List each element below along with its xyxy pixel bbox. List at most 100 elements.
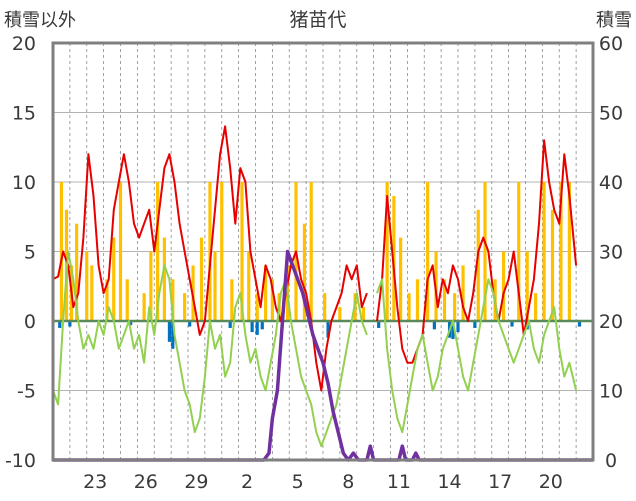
precip-bars [58, 182, 582, 349]
x-ticks: 23 26 29 2 5 8 11 14 17 20 [83, 471, 563, 493]
negative-bar [171, 321, 175, 349]
precip-bar [534, 293, 538, 321]
negative-bar [510, 321, 514, 327]
negative-bar [167, 321, 172, 342]
negative-bar [451, 321, 455, 340]
precip-bar [183, 293, 187, 321]
negative-bar [456, 321, 460, 333]
precip-bar [461, 265, 465, 321]
precip-bar [442, 279, 447, 321]
negative-bar [473, 321, 477, 328]
precip-bar [270, 279, 274, 321]
x-tick-label: 14 [437, 471, 461, 493]
y-tick-left: 20 [12, 33, 36, 55]
max_temp-line [52, 125, 578, 392]
y-tick-left: 10 [12, 172, 36, 194]
negative-bar [250, 321, 254, 333]
precip-bar [156, 182, 160, 321]
x-tick-label: 11 [387, 471, 411, 493]
y-tick-right: 40 [599, 172, 623, 194]
left-axis-title: 積雪以外 [4, 10, 76, 31]
precip-bar [542, 182, 546, 321]
precip-bar [118, 182, 123, 321]
negative-bar [68, 321, 72, 327]
precip-bar [407, 293, 411, 321]
precip-bar [309, 182, 313, 321]
precip-bar [199, 237, 204, 321]
negative-bar [129, 321, 133, 326]
precip-bar [399, 237, 403, 321]
precip-bar [517, 182, 521, 321]
precip-bar [264, 265, 268, 321]
precip-bar [323, 293, 327, 321]
y-tick-right: 60 [599, 33, 623, 55]
precip-bar [149, 251, 153, 321]
x-tick-label: 20 [539, 471, 563, 493]
snow_depth-line [53, 249, 593, 462]
precip-bar [415, 279, 420, 321]
precip-bar [385, 182, 389, 321]
negative-bar [188, 321, 192, 327]
precip-bar [567, 182, 571, 321]
negative-bar [326, 321, 330, 338]
y-tick-left: 15 [12, 103, 36, 125]
precip-bar [338, 307, 342, 321]
precip-bar [302, 223, 307, 321]
precip-bar [483, 182, 487, 321]
precip-bar [85, 251, 89, 321]
precip-bar [142, 293, 146, 321]
precip-bar [59, 182, 64, 321]
precip-bar [501, 251, 506, 321]
negative-bar [377, 321, 381, 328]
right-axis-title: 積雪 [596, 10, 632, 31]
negative-bar [58, 321, 62, 328]
precip-bar [550, 209, 555, 321]
precip-bar [162, 237, 166, 321]
precip-bar [112, 237, 116, 321]
precip-bar [392, 195, 396, 321]
precip-bar [559, 182, 563, 321]
x-tick-label: 2 [241, 471, 253, 493]
precip-bar [171, 279, 175, 321]
x-tick-label: 17 [488, 471, 512, 493]
negative-bar [577, 321, 582, 327]
precip-bar [361, 307, 366, 321]
y-tick-left: 5 [24, 242, 36, 264]
precip-bar [525, 251, 529, 321]
precip-bar [255, 293, 259, 321]
negative-bar [432, 321, 436, 330]
y-tick-right: 30 [599, 242, 623, 264]
precip-bar [213, 251, 217, 321]
x-tick-label: 5 [292, 471, 304, 493]
series-lines [52, 125, 593, 462]
precip-bar [90, 265, 94, 321]
negative-bar [255, 321, 259, 335]
precip-bar [75, 223, 79, 321]
min_temp-line [52, 250, 578, 448]
left-y-ticks: 20 15 10 5 0 -5 -10 [5, 33, 36, 472]
precip-bar [426, 182, 430, 321]
precip-bar [240, 182, 244, 321]
y-tick-left: 0 [24, 311, 36, 333]
precip-bar [453, 293, 457, 321]
x-tick-label: 26 [134, 471, 158, 493]
precip-bar [208, 182, 212, 321]
x-tick-label: 8 [342, 471, 354, 493]
precip-bar [125, 279, 129, 321]
precip-bar [220, 182, 224, 321]
x-tick-label: 23 [83, 471, 107, 493]
y-tick-left: -5 [17, 381, 36, 403]
negative-bar [228, 321, 232, 328]
y-tick-right: 50 [599, 103, 623, 125]
precip-bar [230, 279, 234, 321]
negative-bar [260, 321, 264, 330]
x-tick-label: 29 [184, 471, 208, 493]
gridlines [53, 43, 593, 460]
right-y-ticks: 60 50 40 30 20 10 0 [599, 33, 623, 472]
y-tick-right: 0 [605, 450, 617, 472]
y-tick-right: 10 [599, 381, 623, 403]
precip-bar [476, 209, 480, 321]
y-tick-left: -10 [5, 450, 36, 472]
precip-bar [105, 279, 109, 321]
